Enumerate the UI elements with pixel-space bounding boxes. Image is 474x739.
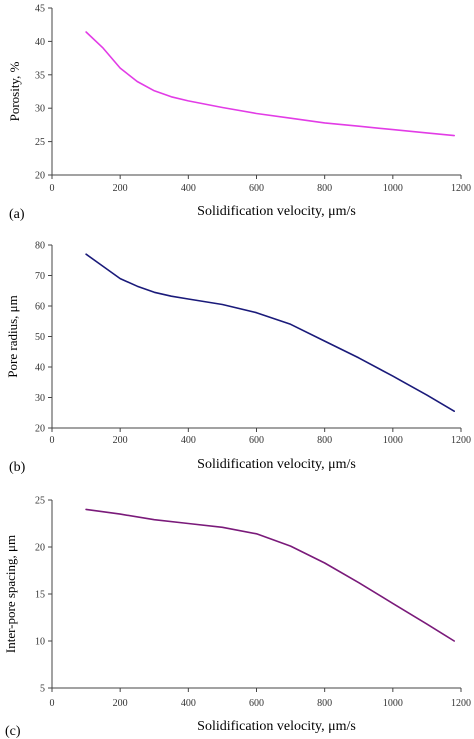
chart-2-y-tick-label: 20 xyxy=(35,424,45,435)
chart-3-x-tick-label: 1200 xyxy=(451,698,471,709)
chart-1-y-tick-label: 25 xyxy=(35,137,45,148)
chart-1-y-tick-label: 30 xyxy=(35,104,45,115)
chart-2-x-tick-label: 0 xyxy=(50,435,55,446)
chart-3-series-line xyxy=(85,508,455,642)
chart-2-y-tick-label: 70 xyxy=(35,271,45,282)
chart-2-y-tick-label: 80 xyxy=(35,241,45,252)
chart-2-y-tick-label: 30 xyxy=(35,393,45,404)
chart-3-y-tick-label: 15 xyxy=(35,590,45,601)
chart-3-x-tick-label: 600 xyxy=(249,698,264,709)
chart-1-y-tick-label: 40 xyxy=(35,37,45,48)
chart-2-x-tick-label: 600 xyxy=(249,435,264,446)
chart-1-x-tick-label: 600 xyxy=(249,183,264,194)
chart-2-x-axis-label: Solidification velocity, μm/s xyxy=(197,457,356,472)
chart-3-x-axis-label: Solidification velocity, μm/s xyxy=(197,719,356,734)
chart-1-series-line xyxy=(85,31,455,137)
chart-1-x-tick-label: 400 xyxy=(181,183,196,194)
chart-2-x-tick-label: 800 xyxy=(317,435,332,446)
chart-2-y-tick-label: 50 xyxy=(35,332,45,343)
chart-3-x-tick-label: 1000 xyxy=(383,698,403,709)
chart-2-x-tick-label: 400 xyxy=(181,435,196,446)
chart-2-x-tick-label: 1000 xyxy=(383,435,403,446)
chart-1-x-tick-label: 0 xyxy=(50,183,55,194)
chart-1-x-tick-label: 1000 xyxy=(383,183,403,194)
chart-1-panel-label: (a) xyxy=(9,207,25,222)
chart-3-x-tick-label: 800 xyxy=(317,698,332,709)
chart-2-y-tick-label: 60 xyxy=(35,302,45,313)
chart-1-y-tick-label: 45 xyxy=(35,4,45,15)
chart-1-x-tick-label: 800 xyxy=(317,183,332,194)
chart-2-panel-label: (b) xyxy=(9,460,26,475)
chart-2-series-line xyxy=(85,253,455,412)
chart-3-x-tick-label: 0 xyxy=(50,698,55,709)
chart-1-y-tick-label: 35 xyxy=(35,70,45,81)
chart-3-x-tick-label: 400 xyxy=(181,698,196,709)
chart-1-y-tick-label: 20 xyxy=(35,171,45,182)
chart-3-y-tick-label: 20 xyxy=(35,543,45,554)
chart-3-y-axis-label: Inter-pore spacing, μm xyxy=(3,535,18,653)
chart-1-x-tick-label: 1200 xyxy=(451,183,471,194)
chart-3-x-tick-label: 200 xyxy=(113,698,128,709)
chart-2-x-tick-label: 200 xyxy=(113,435,128,446)
chart-3-y-tick-label: 10 xyxy=(35,637,45,648)
chart-3-y-tick-label: 25 xyxy=(35,496,45,507)
chart-2-y-tick-label: 40 xyxy=(35,363,45,374)
chart-1-x-axis-label: Solidification velocity, μm/s xyxy=(197,204,356,219)
chart-3-panel-label: (c) xyxy=(5,724,21,739)
chart-3-y-tick-label: 5 xyxy=(40,684,45,695)
chart-2-x-tick-label: 1200 xyxy=(451,435,471,446)
chart-2-y-axis-label: Pore radius, μm xyxy=(5,295,20,377)
chart-1-y-axis-label: Porosity, % xyxy=(7,61,22,121)
chart-1-x-tick-label: 200 xyxy=(113,183,128,194)
